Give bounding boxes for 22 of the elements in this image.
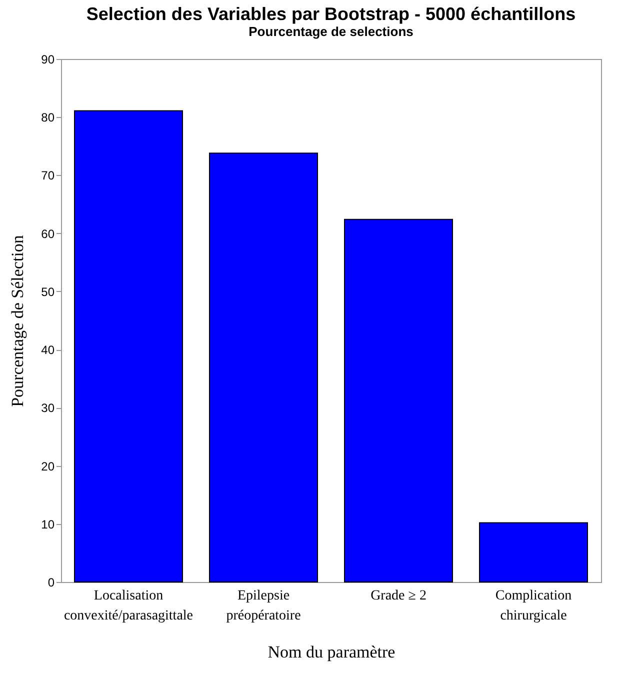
bar xyxy=(74,110,183,582)
y-tick-label: 10 xyxy=(41,517,55,532)
y-tick-label: 40 xyxy=(41,343,55,358)
x-tick-label: Localisation convexité/parasagittale xyxy=(64,588,194,624)
chart-subtitle: Pourcentage de selections xyxy=(248,24,414,39)
y-tick-label: 90 xyxy=(41,52,55,66)
y-axis-title: Pourcentage de Sélection xyxy=(8,234,28,407)
x-tick-label: Grade ≥ 2 xyxy=(370,588,426,604)
y-tick-label: 70 xyxy=(41,168,55,183)
chart-title: Selection des Variables par Bootstrap - 5000 échantillons xyxy=(86,4,576,24)
y-tick-label: 30 xyxy=(41,401,55,416)
y-tick-label: 80 xyxy=(41,110,55,125)
bar xyxy=(209,152,318,582)
y-tick-label: 60 xyxy=(41,226,55,241)
y-tick-label: 50 xyxy=(41,284,55,299)
x-axis-title: Nom du paramètre xyxy=(268,642,396,662)
y-tick-label: 0 xyxy=(48,576,55,590)
y-tick-label: 20 xyxy=(41,459,55,474)
bar xyxy=(479,522,588,582)
x-tick-label: Complication chirurgicale xyxy=(495,588,572,624)
x-tick-label: Epilepsie préopératoire xyxy=(226,588,301,624)
bar xyxy=(344,218,453,582)
